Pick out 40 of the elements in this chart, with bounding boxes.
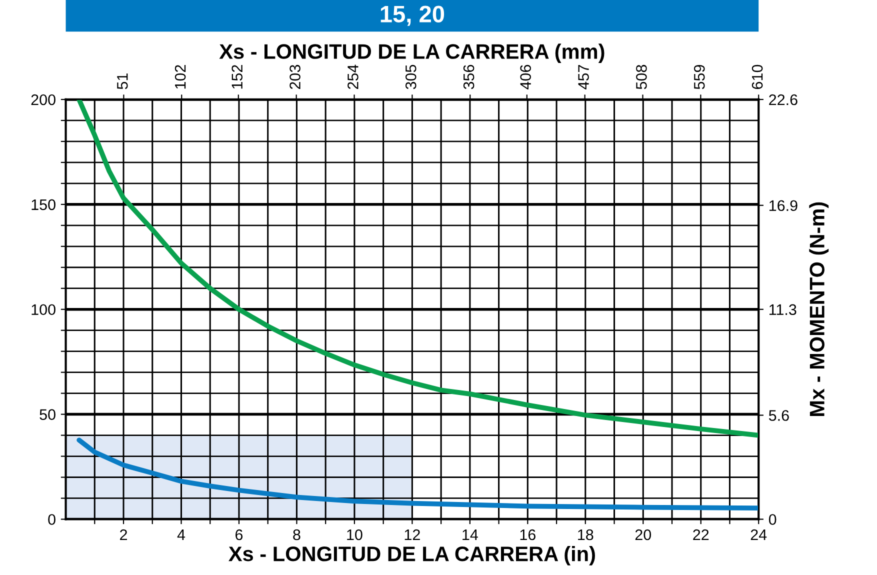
line-series — [76, 99, 759, 438]
x-tick-label: 2 — [120, 529, 127, 540]
x-axis-title: Xs - LONGITUD DE LA CARRERA (in) — [228, 546, 595, 566]
x2-tick-label: 102 — [174, 65, 186, 89]
x2-tick-label: 457 — [578, 65, 589, 90]
x-tick-label: 14 — [462, 530, 478, 540]
y2-tick-label: 22.6 — [769, 94, 798, 106]
x-tick-label: 12 — [404, 529, 420, 540]
x-tick-label: 16 — [520, 529, 536, 540]
x2-tick-label: 559 — [694, 64, 705, 90]
x2-tick-label: 203 — [290, 64, 300, 89]
y-tick-label: 150 — [32, 199, 56, 210]
x-tick-label: 6 — [236, 529, 243, 540]
y2-tick-label: 11.3 — [769, 304, 796, 316]
x-tick-label: 8 — [293, 529, 300, 540]
x2-tick-label: 406 — [520, 64, 532, 90]
x-tick-label: 18 — [578, 529, 594, 540]
line-series — [76, 438, 759, 511]
x2-tick-label: 51 — [117, 74, 128, 90]
x2-tick-label: 152 — [232, 65, 243, 89]
x2-tick-label: 305 — [405, 64, 416, 90]
y-tick-label: 200 — [31, 94, 56, 106]
y2-axis-title: Mx - MOMENTO (N-m) — [809, 202, 829, 416]
x2-tick-label: 508 — [636, 64, 647, 90]
y2-tick-label: 5.6 — [768, 410, 789, 421]
x-tick-label: 22 — [693, 529, 709, 540]
y2-tick-label: 16.9 — [769, 200, 798, 212]
x2-tick-label: 356 — [463, 64, 474, 90]
y-tick-label: 50 — [40, 409, 56, 420]
x2-axis-title: Xs - LONGITUD DE LA CARRERA (mm) — [219, 44, 604, 64]
y-tick-label: 100 — [32, 304, 56, 316]
x-tick-label: 4 — [177, 530, 186, 540]
x-tick-label: 10 — [347, 529, 362, 540]
x-tick-label: 24 — [750, 529, 767, 540]
x2-tick-label: 610 — [752, 64, 763, 89]
chart-title: 15, 20 — [380, 6, 444, 26]
x2-tick-label: 254 — [348, 64, 358, 89]
y2-tick-label: 0 — [768, 514, 776, 525]
x-tick-label: 20 — [635, 529, 652, 540]
y-tick-label: 0 — [48, 514, 56, 525]
